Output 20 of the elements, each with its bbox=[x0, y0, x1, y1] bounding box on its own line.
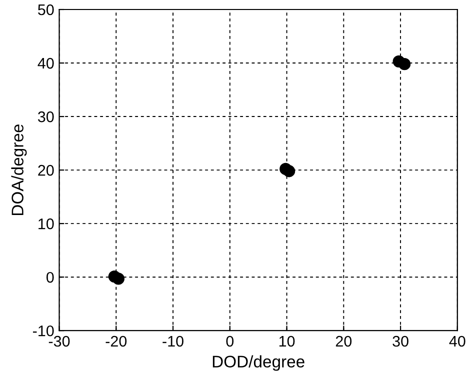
point bbox=[398, 58, 411, 70]
x-tick-label: -30 bbox=[48, 336, 70, 347]
point bbox=[112, 272, 124, 285]
x-tick-label: -20 bbox=[106, 336, 127, 347]
x-tick-label: 20 bbox=[336, 336, 352, 347]
point bbox=[282, 165, 296, 178]
y-tick-label: 20 bbox=[38, 164, 54, 176]
x-tick-label: 10 bbox=[279, 336, 295, 347]
x-axis-title: DOD/degree bbox=[212, 355, 304, 371]
y-tick-label: 0 bbox=[46, 272, 54, 283]
x-tick-label: -10 bbox=[162, 336, 184, 347]
y-axis-title: DOA/degree bbox=[11, 124, 27, 215]
y-tick-label: 40 bbox=[38, 58, 54, 69]
x-tick-label: 30 bbox=[392, 336, 408, 347]
y-tick-label: 50 bbox=[38, 4, 54, 16]
y-tick-label: 30 bbox=[38, 111, 54, 122]
y-tick-label: 10 bbox=[38, 218, 54, 230]
x-tick-label: 40 bbox=[449, 336, 466, 347]
y-tick-label: -10 bbox=[32, 325, 54, 336]
x-tick-label: 0 bbox=[226, 336, 234, 347]
